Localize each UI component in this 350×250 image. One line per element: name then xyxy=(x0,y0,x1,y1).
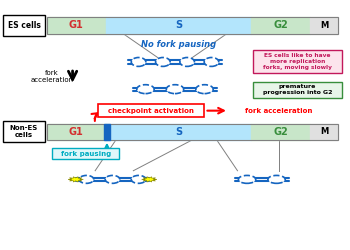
Polygon shape xyxy=(142,177,157,182)
Ellipse shape xyxy=(131,176,146,183)
Ellipse shape xyxy=(268,176,285,183)
Bar xyxy=(251,124,310,140)
Bar xyxy=(310,124,338,140)
Bar xyxy=(47,18,338,34)
FancyBboxPatch shape xyxy=(253,82,342,98)
Bar xyxy=(47,124,338,140)
Bar xyxy=(104,124,110,140)
Ellipse shape xyxy=(79,176,94,183)
Bar xyxy=(47,124,106,140)
Text: fork pausing: fork pausing xyxy=(61,151,111,157)
Ellipse shape xyxy=(137,85,154,94)
Text: premature
progression into G2: premature progression into G2 xyxy=(263,84,332,95)
Ellipse shape xyxy=(180,58,195,66)
FancyBboxPatch shape xyxy=(52,148,119,159)
Bar xyxy=(310,18,338,34)
Text: fork acceleration: fork acceleration xyxy=(245,108,313,114)
Ellipse shape xyxy=(196,85,213,94)
Text: fork
acceleration: fork acceleration xyxy=(30,70,73,83)
FancyBboxPatch shape xyxy=(3,121,45,142)
Bar xyxy=(106,124,251,140)
Bar xyxy=(251,18,310,34)
Ellipse shape xyxy=(238,176,256,183)
Text: Non-ES
cells: Non-ES cells xyxy=(10,125,38,138)
Bar xyxy=(47,18,106,34)
Text: G2: G2 xyxy=(274,20,288,30)
Text: checkpoint activation: checkpoint activation xyxy=(108,108,194,114)
Ellipse shape xyxy=(204,58,219,66)
Text: S: S xyxy=(175,127,182,137)
Text: G1: G1 xyxy=(69,20,83,30)
Text: G2: G2 xyxy=(274,127,288,137)
Ellipse shape xyxy=(105,176,120,183)
Text: M: M xyxy=(320,127,328,136)
Bar xyxy=(106,18,251,34)
FancyBboxPatch shape xyxy=(253,50,342,73)
Text: S: S xyxy=(175,20,182,30)
Ellipse shape xyxy=(131,58,146,66)
Ellipse shape xyxy=(155,58,170,66)
Text: G1: G1 xyxy=(69,127,83,137)
Text: M: M xyxy=(320,21,328,30)
Ellipse shape xyxy=(166,85,184,94)
Text: No fork pausing: No fork pausing xyxy=(141,40,216,49)
Polygon shape xyxy=(68,177,83,182)
FancyBboxPatch shape xyxy=(98,104,204,117)
FancyBboxPatch shape xyxy=(3,15,45,36)
Text: ES cells like to have
more replication
forks, moving slowly: ES cells like to have more replication f… xyxy=(263,53,332,70)
Text: ES cells: ES cells xyxy=(7,21,40,30)
